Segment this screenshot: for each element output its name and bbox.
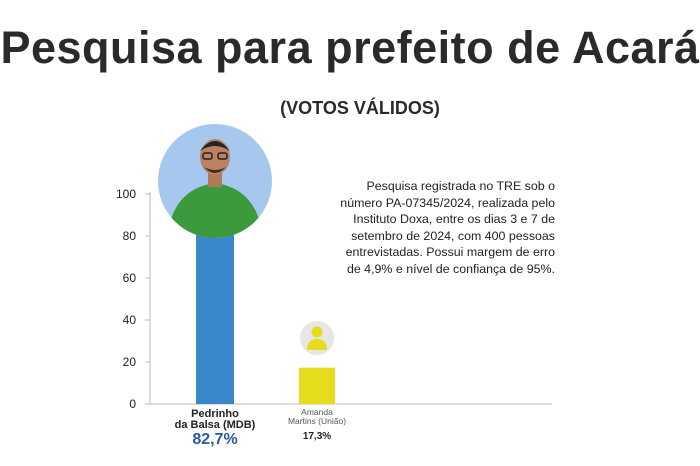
y-tick-label: 80 (123, 229, 137, 243)
y-tick-label: 40 (123, 313, 137, 327)
shirt-shape (167, 183, 263, 238)
bar-2 (299, 367, 335, 404)
glasses-left (202, 152, 213, 160)
hair-shape (200, 141, 230, 151)
beard-shape (204, 167, 226, 173)
value-label-1: 82,7% (192, 431, 237, 448)
category-label-2: Amanda Martins (União) (288, 407, 346, 426)
face-shape (200, 139, 230, 175)
glasses-right (217, 152, 228, 160)
user-icon-body (307, 339, 327, 350)
y-tick-label: 100 (116, 187, 136, 201)
y-tick-label: 60 (123, 271, 137, 285)
category-label-line: da Balsa (MDB) (175, 419, 256, 431)
candidate-2-avatar (300, 321, 334, 355)
neck-shape (208, 173, 222, 187)
bar-1 (196, 230, 234, 404)
chart-subtitle: (VOTOS VÁLIDOS) (280, 98, 440, 118)
y-tick-label: 20 (123, 355, 137, 369)
candidate-1-photo (158, 124, 272, 238)
category-label-1: Pedrinho da Balsa (MDB) (175, 408, 256, 431)
category-label-line: Martins (União) (288, 416, 346, 426)
photo-content (167, 139, 263, 238)
bars (158, 124, 335, 404)
category-label-line: Pedrinho (191, 408, 239, 420)
value-label-2: 17,3% (303, 431, 331, 442)
y-tick-label: 0 (129, 397, 136, 411)
survey-note: Pesquisa registrada no TRE sob o número … (340, 179, 555, 276)
page-title: Pesquisa para prefeito de Acará (0, 22, 700, 73)
category-labels: Pedrinho da Balsa (MDB)82,7% Amanda Martins… (175, 407, 347, 448)
y-axis: 0 20 40 60 80 100 (116, 187, 552, 411)
user-icon-head (311, 326, 323, 338)
category-label-line: Amanda (301, 407, 333, 417)
